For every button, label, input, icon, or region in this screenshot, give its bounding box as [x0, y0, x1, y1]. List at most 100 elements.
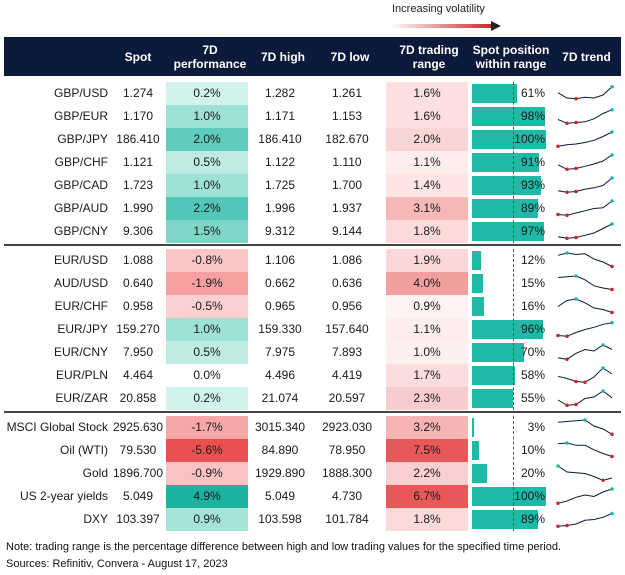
performance-value: 0.9% — [166, 508, 248, 531]
performance-value: 0.5% — [166, 341, 248, 364]
table-row: EUR/ZAR 20.858 0.2% 21.074 20.597 2.3% 55% — [0, 387, 625, 410]
trading-range-value: 4.0% — [386, 272, 468, 295]
performance-value: 1.0% — [166, 105, 248, 128]
trading-range-value: 1.1% — [386, 151, 468, 174]
row-name: GBP/JPY — [57, 132, 108, 146]
trend-line — [557, 298, 613, 313]
spot-value: 9.306 — [122, 224, 154, 238]
trend-high-point — [601, 366, 605, 370]
trading-range-value: 1.0% — [386, 341, 468, 364]
trend-high-point — [610, 153, 614, 157]
high-value: 5.049 — [264, 489, 296, 503]
trend-line — [557, 200, 613, 216]
trend-high-point — [610, 130, 614, 134]
sources: Sources: Refinitiv, Convera - August 17,… — [6, 558, 228, 570]
low-value: 1.937 — [331, 201, 363, 215]
spot-value: 1.723 — [122, 178, 154, 192]
spot-value: 79.530 — [119, 443, 157, 457]
trend-line — [557, 465, 613, 481]
trend-low-point — [610, 287, 614, 292]
performance-value: -1.9% — [166, 272, 248, 295]
performance-value: 1.0% — [166, 174, 248, 197]
performance-value: 1.0% — [166, 318, 248, 341]
trend-line — [557, 109, 613, 124]
trend-high-point — [601, 343, 605, 347]
trend-sparkline — [556, 487, 614, 506]
low-value: 1.110 — [332, 155, 362, 169]
table-row: EUR/USD 1.088 -0.8% 1.106 1.086 1.9% 12% — [0, 249, 625, 272]
trend-sparkline — [556, 511, 614, 529]
row-name: EUR/CNY — [53, 345, 108, 359]
high-value: 1.282 — [264, 86, 296, 100]
trading-range-value: 1.8% — [386, 508, 468, 531]
trend-sparkline — [557, 389, 613, 408]
table-row: DXY 103.397 0.9% 103.598 101.784 1.8% 89% — [0, 508, 625, 531]
row-name: EUR/ZAR — [55, 391, 108, 405]
high-value: 0.662 — [264, 276, 296, 290]
low-value: 1.700 — [331, 178, 363, 192]
position-value: 89% — [520, 512, 545, 526]
row-name: GBP/EUR — [53, 109, 108, 123]
low-value: 101.784 — [325, 512, 369, 526]
performance-value: 1.5% — [166, 220, 248, 243]
position-midline — [513, 82, 514, 243]
trend-low-point — [574, 166, 578, 171]
low-value: 2923.030 — [321, 420, 373, 434]
trading-range-value: 7.5% — [386, 439, 468, 462]
spot-value: 0.958 — [122, 299, 154, 313]
table-header: Spot 7D performance 7D high 7D low 7D tra… — [4, 37, 621, 76]
trend-line — [557, 275, 613, 290]
trend-line — [557, 367, 613, 383]
trend-low-point — [610, 454, 614, 459]
low-value: 78.950 — [328, 443, 366, 457]
position-bar — [472, 176, 541, 195]
low-value: 1.153 — [331, 109, 363, 123]
position-bar — [472, 510, 538, 529]
spot-value: 186.410 — [116, 132, 160, 146]
trend-low-point — [574, 402, 578, 407]
trend-low-point — [556, 501, 560, 506]
table-row: GBP/CHF 1.121 0.5% 1.122 1.110 1.1% 91% — [0, 151, 625, 174]
col-spot-position: Spot position within range — [472, 42, 550, 71]
high-value: 103.598 — [258, 512, 302, 526]
position-value: 3% — [527, 420, 545, 434]
table-row: AUD/USD 0.640 -1.9% 0.662 0.636 4.0% 15% — [0, 272, 625, 295]
position-bar — [472, 487, 546, 506]
position-value: 100% — [514, 489, 545, 503]
trend-low-point — [565, 334, 569, 339]
low-value: 7.893 — [331, 345, 363, 359]
high-value: 9.312 — [264, 224, 296, 238]
trend-high-point — [610, 176, 614, 180]
trend-line — [557, 252, 613, 267]
trend-sparkline — [557, 441, 614, 459]
low-value: 20.597 — [328, 391, 366, 405]
trend-sparkline — [556, 130, 614, 149]
trading-range-value: 1.1% — [386, 318, 468, 341]
spot-value: 1.990 — [122, 201, 154, 215]
spot-value: 0.640 — [122, 276, 154, 290]
trend-low-point — [565, 190, 569, 195]
position-value: 96% — [520, 322, 545, 336]
position-bar — [472, 84, 518, 103]
trend-low-point — [565, 403, 569, 408]
position-value: 12% — [520, 253, 545, 267]
spot-value: 20.858 — [119, 391, 157, 405]
spot-value: 1.088 — [122, 253, 154, 267]
trend-low-point — [565, 167, 569, 172]
high-value: 7.975 — [264, 345, 296, 359]
trading-range-value: 1.6% — [386, 82, 468, 105]
position-bar — [472, 251, 481, 270]
trend-high-point — [610, 487, 614, 491]
performance-value: 0.5% — [166, 151, 248, 174]
low-value: 182.670 — [325, 132, 369, 146]
trend-sparkline — [557, 153, 614, 172]
spot-value: 5.049 — [122, 489, 154, 503]
trend-low-point — [574, 235, 578, 240]
trend-sparkline — [557, 366, 613, 385]
position-bar — [472, 153, 540, 172]
trading-range-value: 2.2% — [386, 462, 468, 485]
spot-value: 103.397 — [116, 512, 160, 526]
trading-range-value: 2.3% — [386, 387, 468, 410]
performance-value: 2.2% — [166, 197, 248, 220]
low-value: 0.636 — [331, 276, 363, 290]
